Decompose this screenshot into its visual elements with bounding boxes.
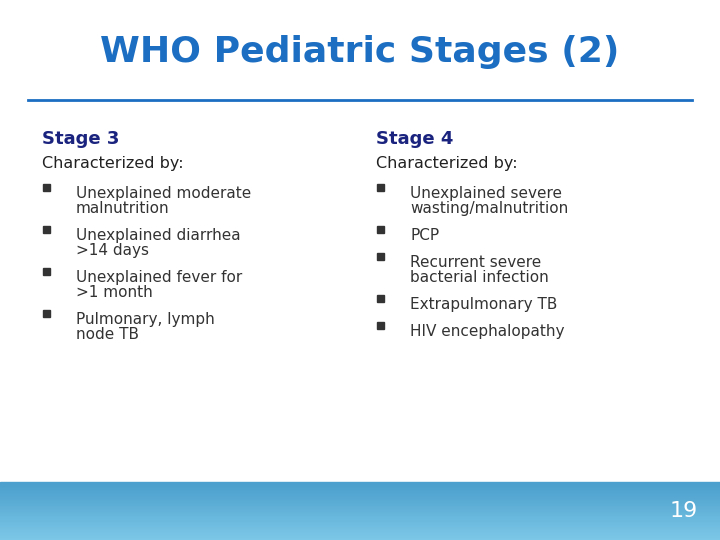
Bar [0,506,720,508]
Text: Pulmonary, lymph: Pulmonary, lymph [76,312,215,327]
Bar [0,534,720,536]
Text: >1 month: >1 month [76,285,153,300]
Bar [0,501,720,502]
Bar [0,525,720,527]
Text: Unexplained diarrhea: Unexplained diarrhea [76,228,240,243]
Text: Unexplained moderate: Unexplained moderate [76,186,251,201]
Bar [0,535,720,537]
Bar [0,509,720,511]
Bar [0,502,720,504]
Bar [43,226,50,233]
Bar [0,487,720,489]
Bar [0,496,720,498]
Bar [377,295,384,302]
Bar [0,528,720,530]
Bar [0,526,720,529]
Bar [0,529,720,531]
Bar [0,489,720,491]
Bar [377,322,384,329]
Text: >14 days: >14 days [76,243,149,258]
Text: Stage 4: Stage 4 [376,130,454,148]
Bar [0,497,720,500]
Bar [0,510,720,512]
Text: Unexplained fever for: Unexplained fever for [76,270,242,285]
Text: Unexplained severe: Unexplained severe [410,186,562,201]
Bar [0,495,720,496]
Text: Characterized by:: Characterized by: [42,156,184,171]
Text: PCP: PCP [410,228,439,243]
Bar [0,482,720,483]
Bar [0,532,720,534]
Text: node TB: node TB [76,327,139,342]
Text: HIV encephalopathy: HIV encephalopathy [410,324,564,339]
Bar [43,184,50,191]
Bar [0,493,720,495]
Bar [377,226,384,233]
Bar [43,268,50,275]
Bar [0,531,720,533]
Bar [0,537,720,538]
Bar [0,499,720,501]
Text: Recurrent severe: Recurrent severe [410,255,541,270]
Bar [0,522,720,524]
Bar [377,184,384,191]
Text: 19: 19 [670,501,698,521]
Bar [0,518,720,519]
Bar [0,484,720,487]
Bar [0,503,720,505]
Bar [0,515,720,517]
Text: Extrapulmonary TB: Extrapulmonary TB [410,297,557,312]
Bar [0,491,720,494]
Text: malnutrition: malnutrition [76,201,170,216]
Text: wasting/malnutrition: wasting/malnutrition [410,201,568,216]
Bar [377,253,384,260]
Bar [0,508,720,510]
Bar [0,512,720,514]
Bar [0,483,720,485]
Bar [0,521,720,523]
Bar [0,516,720,518]
Text: bacterial infection: bacterial infection [410,270,549,285]
Bar [0,490,720,492]
Text: WHO Pediatric Stages (2): WHO Pediatric Stages (2) [100,35,620,69]
Bar [0,524,720,525]
Bar [0,486,720,488]
Bar [43,310,50,317]
Text: Stage 3: Stage 3 [42,130,120,148]
Bar [0,538,720,540]
Bar [0,519,720,521]
Text: Characterized by:: Characterized by: [376,156,518,171]
Bar [0,514,720,515]
Bar [0,505,720,507]
